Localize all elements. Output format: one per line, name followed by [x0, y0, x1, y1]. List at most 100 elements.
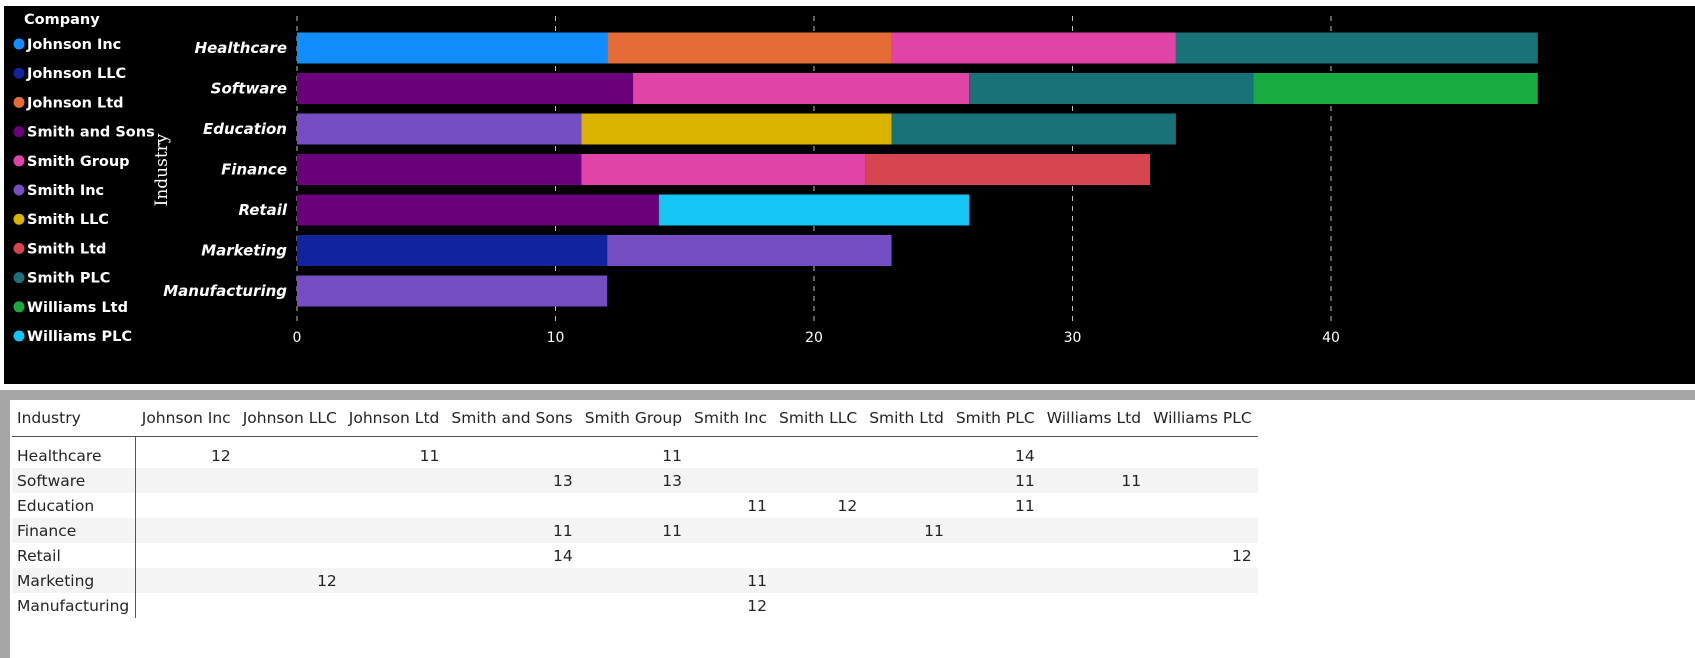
bar-segment[interactable] — [297, 73, 634, 104]
table-cell — [1040, 543, 1148, 568]
bar-segment[interactable] — [865, 154, 1151, 185]
column-header[interactable]: Smith and Sons — [445, 400, 579, 437]
table-cell: 11 — [578, 518, 689, 543]
bar-segment[interactable] — [607, 32, 892, 64]
table-cell — [688, 468, 774, 493]
legend-item[interactable]: Smith LLC — [27, 212, 109, 228]
header-industry[interactable]: Industry — [12, 400, 136, 437]
table-row: Education 11 12 11 — [12, 493, 1258, 518]
bar-segment[interactable] — [297, 154, 582, 185]
bar-segment[interactable] — [891, 113, 1176, 145]
left-border — [0, 400, 10, 658]
table-cell: 12 — [135, 443, 237, 468]
table-cell — [773, 568, 864, 593]
bar-segment[interactable] — [1253, 73, 1538, 104]
table-cell: 13 — [445, 468, 579, 493]
table-row: Manufacturing 12 — [12, 593, 1258, 618]
legend-item[interactable]: Smith Group — [27, 154, 130, 170]
table-cell: 12 — [688, 593, 774, 618]
row-header[interactable]: Finance — [12, 518, 137, 543]
bar-segment[interactable] — [658, 194, 970, 226]
column-header[interactable]: Smith Group — [578, 400, 689, 437]
table-spacer — [12, 436, 1258, 443]
table-cell: 13 — [578, 468, 689, 493]
table-cell: 11 — [1040, 468, 1148, 493]
bar-segment[interactable] — [297, 235, 608, 266]
table-cell — [578, 543, 689, 568]
row-header[interactable]: Marketing — [12, 568, 137, 593]
legend-item[interactable]: Smith PLC — [27, 271, 110, 287]
legend-item[interactable]: Johnson Inc — [26, 37, 121, 53]
table-cell — [445, 593, 579, 618]
table-cell: 11 — [445, 518, 579, 543]
table-cell — [688, 543, 774, 568]
table-cell — [342, 518, 446, 543]
bar-segment[interactable] — [297, 275, 608, 307]
table-cell: 14 — [949, 443, 1041, 468]
table-cell — [135, 568, 237, 593]
bar-segment[interactable] — [891, 32, 1176, 64]
table-row: Finance 11 11 11 — [12, 518, 1258, 543]
table-cell — [135, 543, 237, 568]
table-cell — [236, 468, 343, 493]
bar-segment[interactable] — [633, 73, 970, 104]
table-cell — [863, 543, 950, 568]
legend-marker — [13, 272, 25, 284]
section-separator — [0, 390, 1695, 400]
table-cell — [342, 493, 446, 518]
chart-panel: 0 10 20 30 40 Healthcare Software Education Fina… — [4, 6, 1695, 384]
row-header[interactable]: Software — [12, 468, 137, 493]
category-label: Education — [203, 120, 287, 138]
x-tick-label: 20 — [805, 330, 823, 346]
category-label: Manufacturing — [163, 282, 287, 300]
table-cell — [1147, 493, 1258, 518]
legend-item[interactable]: Williams Ltd — [27, 300, 128, 316]
table-cell — [773, 543, 864, 568]
bar-segment[interactable] — [581, 154, 866, 185]
legend-title: Company — [24, 12, 100, 28]
legend-item[interactable]: Smith Inc — [27, 183, 104, 199]
table-cell — [445, 443, 579, 468]
legend-item[interactable]: Smith Ltd — [27, 241, 106, 257]
table-cell: 11 — [949, 468, 1041, 493]
legend-item[interactable]: Johnson LLC — [26, 66, 126, 82]
column-header[interactable]: Johnson Ltd — [342, 400, 446, 437]
table-cell — [773, 518, 864, 543]
row-header[interactable]: Retail — [12, 543, 137, 568]
bar-segment[interactable] — [581, 113, 892, 145]
column-header[interactable]: Smith LLC — [773, 400, 864, 437]
column-header[interactable]: Smith Inc — [688, 400, 774, 437]
column-header[interactable]: Williams PLC — [1147, 400, 1258, 437]
row-header[interactable]: Education — [12, 493, 137, 518]
legend-item[interactable]: Johnson Ltd — [26, 95, 124, 111]
table-cell — [445, 568, 579, 593]
table-cell: 11 — [863, 518, 950, 543]
bar-segment[interactable] — [607, 235, 892, 266]
legend-item[interactable]: Smith and Sons — [27, 125, 155, 141]
table-cell — [863, 493, 950, 518]
bar-segment[interactable] — [297, 113, 582, 145]
table-cell — [135, 468, 237, 493]
table-cell — [1040, 493, 1148, 518]
table-cell — [773, 443, 864, 468]
bar-segment[interactable] — [969, 73, 1254, 104]
bar-segment[interactable] — [297, 194, 659, 226]
legend-item[interactable]: Williams PLC — [27, 329, 132, 345]
column-header[interactable]: Johnson LLC — [236, 400, 343, 437]
row-header[interactable]: Manufacturing — [12, 593, 137, 618]
table-cell — [578, 593, 689, 618]
bar-segment[interactable] — [297, 32, 608, 64]
table-cell — [236, 593, 343, 618]
table-cell — [1147, 468, 1258, 493]
column-header[interactable]: Smith PLC — [949, 400, 1041, 437]
bar-segment[interactable] — [1175, 32, 1538, 64]
column-header[interactable]: Williams Ltd — [1040, 400, 1148, 437]
column-header[interactable]: Johnson Inc — [135, 400, 237, 437]
category-label: Healthcare — [195, 39, 287, 57]
table-cell — [578, 493, 689, 518]
column-header[interactable]: Smith Ltd — [863, 400, 950, 437]
table-cell — [688, 443, 774, 468]
table-cell: 12 — [236, 568, 343, 593]
legend-marker — [13, 96, 25, 108]
row-header[interactable]: Healthcare — [12, 443, 137, 468]
